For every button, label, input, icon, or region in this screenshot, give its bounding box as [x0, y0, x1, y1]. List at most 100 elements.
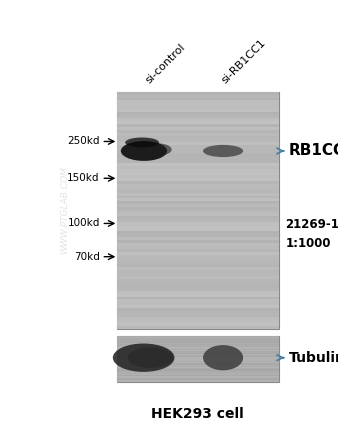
- Bar: [117, 127, 279, 130]
- Bar: [117, 264, 279, 267]
- Bar: [117, 181, 279, 184]
- Bar: [117, 276, 279, 279]
- Text: WWW.PTGLAB.COM: WWW.PTGLAB.COM: [60, 167, 69, 254]
- Bar: [117, 303, 279, 305]
- Ellipse shape: [128, 347, 173, 368]
- Bar: [117, 246, 279, 249]
- Bar: [117, 343, 279, 344]
- Bar: [117, 340, 279, 341]
- Bar: [117, 222, 279, 225]
- Bar: [117, 98, 279, 100]
- Text: 250kd: 250kd: [67, 136, 100, 146]
- Bar: [117, 353, 279, 354]
- Bar: [117, 360, 279, 361]
- Text: 100kd: 100kd: [67, 218, 100, 228]
- Bar: [117, 249, 279, 252]
- Bar: [117, 282, 279, 285]
- Bar: [117, 366, 279, 367]
- Bar: [117, 363, 279, 364]
- Text: RB1CC1: RB1CC1: [289, 143, 338, 158]
- Bar: [117, 320, 279, 323]
- Bar: [117, 380, 279, 381]
- Bar: [117, 213, 279, 216]
- Bar: [117, 381, 279, 382]
- Bar: [117, 356, 279, 357]
- Bar: [117, 317, 279, 320]
- Bar: [117, 314, 279, 317]
- Bar: [117, 234, 279, 237]
- Bar: [117, 169, 279, 172]
- Text: 21269-1-AP
1:1000: 21269-1-AP 1:1000: [286, 218, 338, 250]
- Bar: [117, 160, 279, 163]
- Bar: [117, 351, 279, 352]
- Bar: [117, 379, 279, 380]
- Bar: [117, 357, 279, 358]
- Bar: [117, 345, 279, 346]
- Bar: [117, 261, 279, 264]
- Bar: [117, 157, 279, 160]
- Bar: [117, 323, 279, 326]
- Text: Tubulin: Tubulin: [289, 351, 338, 364]
- Bar: [117, 124, 279, 127]
- Ellipse shape: [125, 137, 159, 147]
- Bar: [117, 172, 279, 175]
- Bar: [117, 290, 279, 293]
- Bar: [117, 346, 279, 347]
- Bar: [117, 255, 279, 258]
- Bar: [117, 361, 279, 362]
- Bar: [117, 285, 279, 288]
- Ellipse shape: [113, 344, 174, 372]
- Bar: [117, 344, 279, 345]
- Bar: [117, 136, 279, 139]
- Bar: [117, 109, 279, 112]
- Bar: [117, 375, 279, 376]
- Bar: [117, 237, 279, 240]
- Bar: [117, 231, 279, 234]
- Bar: [117, 374, 279, 375]
- Bar: [117, 225, 279, 228]
- Ellipse shape: [141, 143, 172, 156]
- Bar: [117, 373, 279, 374]
- Bar: [117, 369, 279, 370]
- Bar: [117, 92, 279, 329]
- Bar: [117, 358, 279, 359]
- Bar: [117, 145, 279, 148]
- Bar: [117, 130, 279, 133]
- Ellipse shape: [203, 345, 243, 370]
- Bar: [117, 352, 279, 353]
- Bar: [117, 201, 279, 204]
- Bar: [117, 103, 279, 106]
- Bar: [117, 92, 279, 95]
- Bar: [117, 252, 279, 255]
- Bar: [117, 139, 279, 142]
- Bar: [117, 311, 279, 314]
- Bar: [117, 100, 279, 103]
- Bar: [117, 296, 279, 300]
- Bar: [117, 154, 279, 157]
- Bar: [117, 267, 279, 270]
- Bar: [117, 148, 279, 151]
- Bar: [117, 339, 279, 340]
- Bar: [117, 364, 279, 365]
- Bar: [117, 367, 279, 368]
- Bar: [117, 184, 279, 187]
- Ellipse shape: [203, 145, 243, 157]
- Bar: [117, 377, 279, 378]
- Bar: [117, 355, 279, 356]
- Bar: [117, 370, 279, 371]
- Bar: [117, 270, 279, 273]
- Bar: [117, 166, 279, 169]
- Bar: [117, 336, 279, 337]
- Bar: [117, 112, 279, 115]
- Bar: [117, 163, 279, 166]
- Bar: [117, 378, 279, 379]
- Text: 150kd: 150kd: [67, 173, 100, 183]
- Bar: [117, 118, 279, 121]
- Bar: [117, 293, 279, 296]
- Bar: [117, 195, 279, 198]
- Ellipse shape: [121, 141, 167, 161]
- Bar: [117, 305, 279, 308]
- Bar: [117, 193, 279, 195]
- Bar: [117, 243, 279, 246]
- Bar: [117, 211, 279, 213]
